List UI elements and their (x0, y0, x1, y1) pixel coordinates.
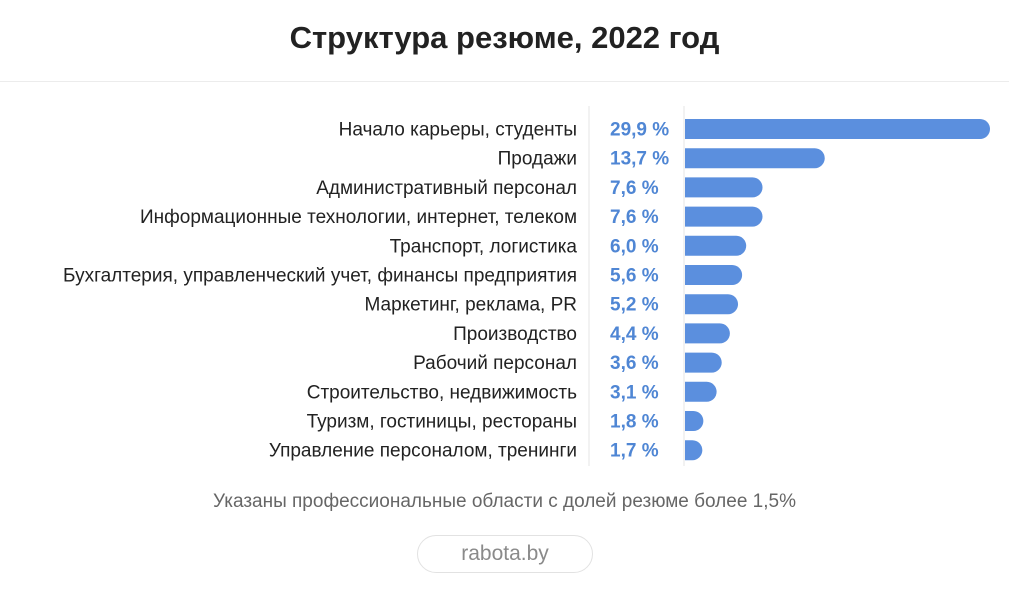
bar (685, 235, 747, 256)
source-badge[interactable]: rabota.by (417, 535, 593, 573)
value-label: 13,7 % (610, 149, 669, 170)
title-divider (0, 81, 1009, 82)
category-label: Туризм, гостиницы, рестораны (307, 412, 577, 433)
value-label: 1,8 % (610, 412, 659, 433)
bar (685, 265, 743, 285)
category-label: Рабочий персонал (413, 353, 577, 374)
bar (685, 206, 763, 227)
category-label: Информационные технологии, интернет, тел… (140, 207, 577, 228)
category-label: Продажи (498, 149, 577, 170)
value-label: 1,7 % (610, 441, 659, 462)
value-label: 5,6 % (610, 266, 659, 287)
category-label: Начало карьеры, студенты (339, 120, 577, 141)
bars (685, 119, 990, 461)
bar (685, 148, 825, 169)
category-label: Строительство, недвижимость (307, 382, 577, 403)
category-label: Маркетинг, реклама, PR (364, 295, 577, 316)
bar (685, 294, 739, 315)
bar-chart: Начало карьеры, студенты Продажи Администр… (63, 106, 990, 466)
category-labels: Начало карьеры, студенты Продажи Администр… (63, 120, 577, 462)
value-label: 29,9 % (610, 120, 669, 141)
value-label: 7,6 % (610, 207, 659, 228)
value-label: 4,4 % (610, 324, 659, 345)
category-label: Транспорт, логистика (390, 236, 578, 257)
chart-title: Структура резюме, 2022 год (289, 20, 720, 55)
value-label: 3,6 % (610, 353, 659, 374)
category-label: Управление персоналом, тренинги (269, 441, 577, 462)
bar (685, 352, 722, 373)
category-label: Производство (453, 324, 577, 345)
bar (685, 440, 703, 461)
bar (685, 381, 717, 402)
value-label: 6,0 % (610, 236, 659, 257)
bar (685, 177, 763, 198)
category-label: Бухгалтерия, управленческий учет, финанс… (63, 266, 577, 287)
value-label: 7,6 % (610, 178, 659, 199)
bar (685, 411, 704, 432)
value-label: 5,2 % (610, 295, 659, 316)
category-label: Административный персонал (316, 178, 577, 199)
bar (685, 119, 990, 139)
footnote: Указаны профессиональные области с долей… (213, 491, 796, 512)
value-labels: 29,9 % 13,7 % 7,6 % 7,6 % 6,0 % 5,6 % 5,2 % 4,4… (610, 120, 669, 462)
value-label: 3,1 % (610, 382, 659, 403)
bar (685, 323, 730, 344)
